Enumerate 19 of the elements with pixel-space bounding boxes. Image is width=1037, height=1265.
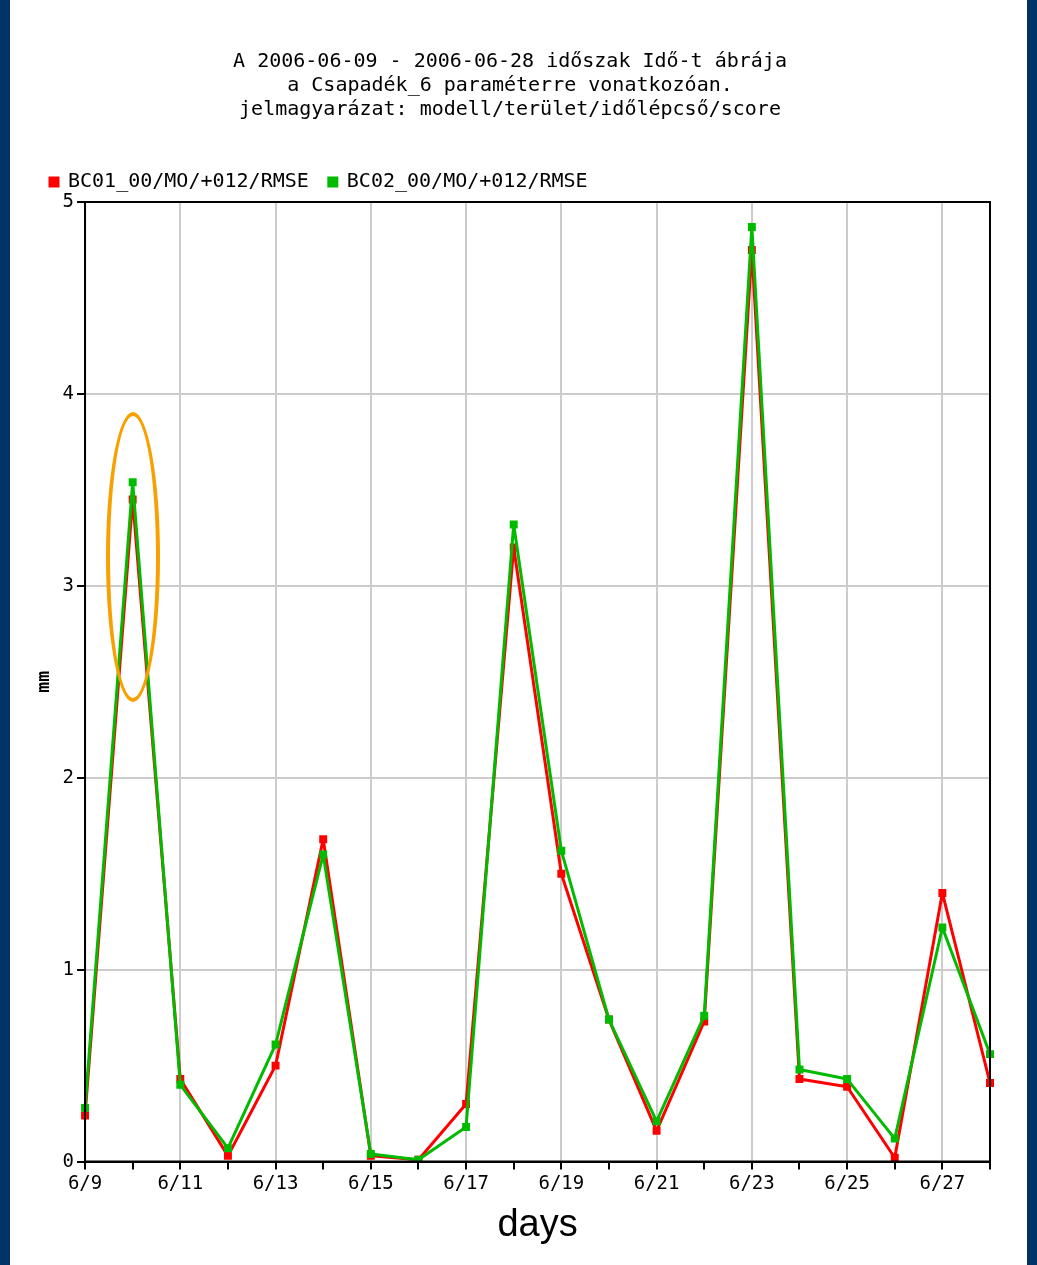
y-tick-label: 3 (62, 572, 75, 595)
x-tick-label: 6/25 (824, 1170, 870, 1193)
y-tick-label: 1 (62, 956, 75, 979)
x-tick-label: 6/27 (919, 1170, 966, 1193)
legend-label: BC02_00/MO/+012/RMSE (346, 168, 588, 193)
y-tick-label: 4 (62, 380, 75, 403)
chart-title: A 2006-06-09 - 2006-06-28 időszak Idő-t ábrája a Csapadék_6 paraméterre vonatkozóan. jelmagyarázat: modell/terület/időlépcső/score (233, 48, 787, 121)
x-tick-label: 6/17 (443, 1170, 489, 1193)
x-tick-label: 6/11 (157, 1170, 204, 1193)
x-axis-title: days (497, 1201, 578, 1244)
y-tick-label: 2 (62, 764, 75, 787)
x-tick-label: 6/19 (538, 1170, 585, 1193)
y-tick-label: 0 (62, 1148, 75, 1171)
x-tick-label: 6/21 (633, 1170, 680, 1193)
x-tick-label: 6/13 (252, 1170, 299, 1193)
x-tick-label: 6/15 (347, 1170, 394, 1193)
x-tick-label: 6/23 (728, 1170, 775, 1193)
x-tick-label: 6/9 (67, 1170, 103, 1193)
y-axis-title: mm (32, 670, 54, 693)
